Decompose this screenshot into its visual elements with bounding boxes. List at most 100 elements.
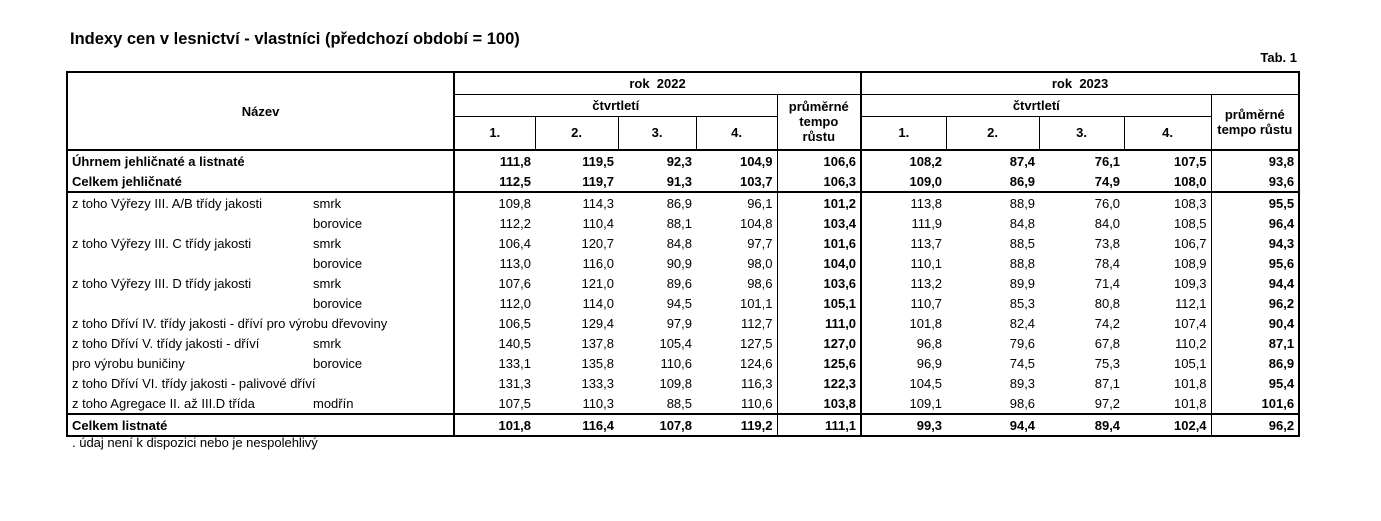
table-row: z toho Agregace II. až III.D třída modřín… <box>67 393 1300 414</box>
table-row: pro výrobu buničiny borovice 133,1 135,8 110… <box>67 353 1300 373</box>
row-label: z toho Výřezy III. A/B třídy jakosti <box>67 191 311 213</box>
table-header: Název rok 2022 rok 2023 čtvrtletí průměr… <box>66 71 1300 151</box>
value-2023-q3: 87,1 <box>1094 375 1121 391</box>
table-row: z toho Výřezy III. A/B třídy jakosti smrk… <box>67 191 1300 213</box>
value-2023-q3: 75,3 <box>1094 355 1121 371</box>
value-2022-q3: 110,6 <box>660 355 693 371</box>
value-2022-q4: 98,6 <box>747 275 773 291</box>
value-2022-avg: 122,3 <box>776 373 862 393</box>
value-2023-q4: 108,9 <box>1174 255 1207 271</box>
value-2023-avg: 96,2 <box>1210 413 1300 436</box>
value-2022-q1: 107,6 <box>453 273 536 293</box>
value-2022-q3: 107,8 <box>618 413 697 436</box>
value-2023-q3: 89,4 <box>1039 413 1125 436</box>
value-2023-q2: 74,5 <box>1009 355 1036 371</box>
header-avg-2023: průměrné tempo růstu <box>1210 93 1300 151</box>
header-2022-q2: 2. <box>534 115 619 151</box>
value-2022-q2: 121,0 <box>581 275 615 291</box>
value-2022-avg: 105,1 <box>776 293 862 313</box>
table-row: borovice 113,0 116,0 90,9 98,0 104,0 110,1 88,8… <box>67 253 1300 273</box>
value-2023-q1: 104,5 <box>860 373 947 393</box>
value-2023-q4: 110,2 <box>1174 335 1207 351</box>
value-2022-q1: 133,1 <box>453 353 536 373</box>
value-2023-q3: 76,1 <box>1094 153 1121 169</box>
value-2022-q1: 140,5 <box>453 333 536 353</box>
value-2022-q1: 112,0 <box>453 293 536 313</box>
row-species: smrk <box>313 275 342 291</box>
value-2022-q4: 127,5 <box>739 335 773 351</box>
value-2023-q2: 86,9 <box>1009 173 1036 189</box>
table-body: Úhrnem jehličnaté a listnaté 111,8 119,5 92… <box>67 150 1300 436</box>
value-2023-q4: 108,5 <box>1174 215 1207 231</box>
value-2022-q2: 114,3 <box>535 191 619 213</box>
value-2023-avg: 95,4 <box>1210 373 1300 393</box>
value-2022-avg: 101,2 <box>776 191 862 213</box>
page-title: Indexy cen v lesnictví - vlastníci (před… <box>70 30 520 48</box>
value-2022-q3: 92,3 <box>666 153 693 169</box>
value-2023-q4: 109,3 <box>1174 275 1207 291</box>
value-2023-q2: 89,9 <box>1009 275 1036 291</box>
row-label <box>67 213 311 233</box>
value-2023-avg: 94,3 <box>1210 233 1300 253</box>
value-2022-q4: 110,6 <box>740 395 773 411</box>
value-2023-q4: 106,7 <box>1174 235 1207 251</box>
value-2022-q3: 88,1 <box>666 215 693 231</box>
value-2023-avg: 93,8 <box>1210 150 1300 171</box>
value-2022-q2: 119,5 <box>582 153 615 169</box>
header-year-2023: rok 2023 <box>860 71 1300 95</box>
value-2022-avg: 104,0 <box>776 253 862 273</box>
value-2022-q4: 116,3 <box>740 375 773 391</box>
value-2023-q3: 67,8 <box>1094 335 1121 351</box>
value-2022-q4: 98,0 <box>747 255 773 271</box>
value-2022-avg: 101,6 <box>776 233 862 253</box>
value-2022-q4: 112,7 <box>740 315 773 331</box>
value-2022-q1: 112,2 <box>453 213 536 233</box>
value-2022-q3: 86,9 <box>618 191 697 213</box>
value-2022-q1: 131,3 <box>453 373 536 393</box>
row-label: z toho Dříví VI. třídy jakosti - palivov… <box>72 375 316 391</box>
header-2023-q3: 3. <box>1038 115 1125 151</box>
value-2023-q4: 108,3 <box>1124 191 1212 213</box>
value-2023-q3: 84,0 <box>1094 215 1121 231</box>
row-label: z toho Agregace II. až III.D třída <box>72 395 255 411</box>
value-2023-q1: 109,0 <box>860 171 947 192</box>
value-2023-q4: 102,4 <box>1124 413 1212 436</box>
value-2023-avg: 96,2 <box>1210 293 1300 313</box>
row-label: pro výrobu buničiny <box>72 355 185 371</box>
value-2022-q4: 96,1 <box>696 191 778 213</box>
row-species: borovice <box>313 355 363 371</box>
row-species: smrk <box>313 335 342 351</box>
row-species: borovice <box>313 255 363 271</box>
row-label: z toho Výřezy III. D třídy jakosti <box>72 275 252 291</box>
row-label: z toho Výřezy III. C třídy jakosti <box>72 235 252 251</box>
value-2022-q2: 116,0 <box>582 255 615 271</box>
value-2022-avg: 103,6 <box>776 273 862 293</box>
table-row: Celkem jehličnaté 112,5 119,7 91,3 103,7 106,… <box>67 171 1300 192</box>
value-2023-q3: 76,0 <box>1039 191 1125 213</box>
row-label: Úhrnem jehličnaté a listnaté <box>72 153 245 169</box>
value-2023-q2: 88,5 <box>1009 235 1036 251</box>
value-2022-avg: 103,4 <box>776 213 862 233</box>
header-2023-q2: 2. <box>945 115 1040 151</box>
value-2023-q4: 108,0 <box>1174 173 1207 189</box>
header-2023-q4: 4. <box>1123 115 1212 151</box>
footnote: . údaj není k dispozici nebo je nespoleh… <box>72 435 318 450</box>
value-2023-q2: 94,4 <box>946 413 1040 436</box>
value-2022-q4: 119,2 <box>696 413 778 436</box>
row-species: smrk <box>313 235 342 251</box>
row-label <box>67 293 311 313</box>
value-2022-avg: 103,8 <box>776 393 862 414</box>
value-2023-q2: 88,8 <box>1009 255 1036 271</box>
value-2022-q4: 104,8 <box>739 215 773 231</box>
value-2023-q3: 97,2 <box>1094 395 1121 411</box>
value-2022-q1: 107,5 <box>453 393 536 414</box>
value-2023-q1: 109,1 <box>860 393 947 414</box>
value-2022-q1: 112,5 <box>453 171 536 192</box>
value-2023-q1: 113,2 <box>860 273 947 293</box>
value-2022-q4: 101,1 <box>739 295 773 311</box>
table-row: z toho Výřezy III. D třídy jakosti smrk 10… <box>67 273 1300 293</box>
value-2023-avg: 86,9 <box>1210 353 1300 373</box>
value-2023-q1: 96,9 <box>860 353 947 373</box>
value-2022-avg: 106,6 <box>776 150 862 171</box>
